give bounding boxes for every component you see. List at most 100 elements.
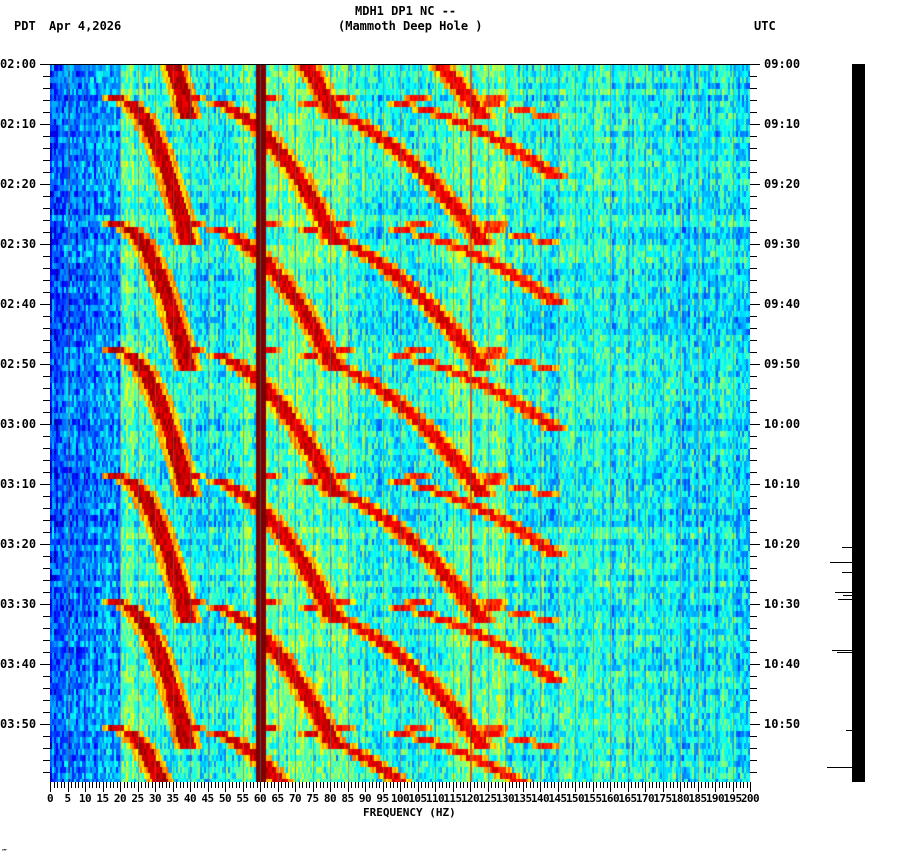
x-tick: [411, 782, 412, 788]
x-tick: [596, 782, 597, 788]
x-tick: [579, 782, 580, 788]
y-tick-left: [43, 628, 50, 629]
x-tick: [537, 782, 538, 788]
x-tick: [432, 782, 433, 788]
y-tick-right: [750, 568, 757, 569]
y-tick-left: [43, 532, 50, 533]
y-tick-right: [750, 508, 757, 509]
x-tick: [271, 782, 272, 788]
left-timezone: PDT: [14, 19, 36, 33]
x-tick: [383, 782, 384, 792]
x-label: 75: [306, 792, 319, 805]
x-tick: [99, 782, 100, 788]
x-tick: [145, 782, 146, 788]
x-label: 120: [460, 792, 480, 805]
y-tick-left: [40, 424, 50, 425]
x-tick: [736, 782, 737, 788]
y-tick-left: [43, 352, 50, 353]
x-tick: [407, 782, 408, 788]
y-tick-right: [750, 172, 757, 173]
y-tick-left: [43, 676, 50, 677]
y-tick-right: [750, 76, 757, 77]
x-tick: [624, 782, 625, 788]
y-tick-right: [750, 316, 757, 317]
x-tick: [274, 782, 275, 788]
y-tick-right: [750, 544, 760, 545]
y-tick-right: [750, 268, 757, 269]
y-tick-left: [40, 724, 50, 725]
x-tick: [708, 782, 709, 788]
y-label-right: 09:20: [764, 177, 801, 191]
y-tick-left: [43, 292, 50, 293]
x-tick: [460, 782, 461, 788]
x-tick: [225, 782, 226, 792]
x-label: 200: [740, 792, 760, 805]
x-tick: [750, 782, 751, 792]
y-tick-right: [750, 520, 757, 521]
x-tick: [666, 782, 667, 788]
x-label: 80: [323, 792, 337, 805]
y-tick-right: [750, 688, 757, 689]
x-tick: [670, 782, 671, 788]
x-tick: [64, 782, 65, 788]
x-label: 60: [253, 792, 267, 805]
x-label: 160: [600, 792, 620, 805]
x-label: 110: [425, 792, 445, 805]
y-tick-right: [750, 460, 757, 461]
x-tick: [110, 782, 111, 788]
x-label: 135: [513, 792, 532, 805]
x-tick: [337, 782, 338, 788]
x-tick: [617, 782, 618, 788]
y-tick-left: [43, 712, 50, 713]
x-tick: [211, 782, 212, 788]
x-tick: [614, 782, 615, 788]
seismogram-spike: [842, 547, 852, 548]
x-tick: [288, 782, 289, 788]
y-tick-left: [43, 172, 50, 173]
x-tick: [635, 782, 636, 788]
x-tick: [138, 782, 139, 792]
x-tick: [379, 782, 380, 788]
y-tick-left: [43, 448, 50, 449]
x-tick: [677, 782, 678, 788]
x-tick: [134, 782, 135, 788]
y-tick-right: [750, 556, 757, 557]
x-tick: [428, 782, 429, 788]
x-label: 130: [495, 792, 515, 805]
x-tick: [351, 782, 352, 788]
x-tick: [593, 782, 594, 792]
y-tick-right: [750, 304, 760, 305]
y-label-left: 02:10: [0, 117, 37, 131]
x-tick: [369, 782, 370, 788]
x-tick: [414, 782, 415, 788]
x-tick: [57, 782, 58, 788]
x-tick: [722, 782, 723, 788]
x-tick: [589, 782, 590, 788]
x-tick: [390, 782, 391, 788]
x-label: 15: [96, 792, 109, 805]
y-tick-right: [750, 340, 757, 341]
site-title: (Mammoth Deep Hole ): [338, 19, 483, 33]
x-tick: [327, 782, 328, 788]
x-tick: [306, 782, 307, 788]
x-tick: [299, 782, 300, 788]
x-tick: [341, 782, 342, 788]
y-tick-right: [750, 532, 757, 533]
x-tick: [484, 782, 485, 788]
y-tick-right: [750, 748, 757, 749]
y-tick-left: [43, 760, 50, 761]
y-tick-right: [750, 88, 757, 89]
x-tick: [166, 782, 167, 788]
y-tick-right: [750, 196, 757, 197]
x-tick: [162, 782, 163, 788]
x-tick: [498, 782, 499, 788]
y-label-right: 10:00: [764, 417, 801, 431]
x-tick: [61, 782, 62, 788]
x-tick: [698, 782, 699, 792]
x-tick: [509, 782, 510, 788]
x-tick: [316, 782, 317, 788]
x-tick: [680, 782, 681, 792]
x-tick: [652, 782, 653, 788]
y-tick-right: [750, 64, 760, 65]
x-tick: [719, 782, 720, 788]
